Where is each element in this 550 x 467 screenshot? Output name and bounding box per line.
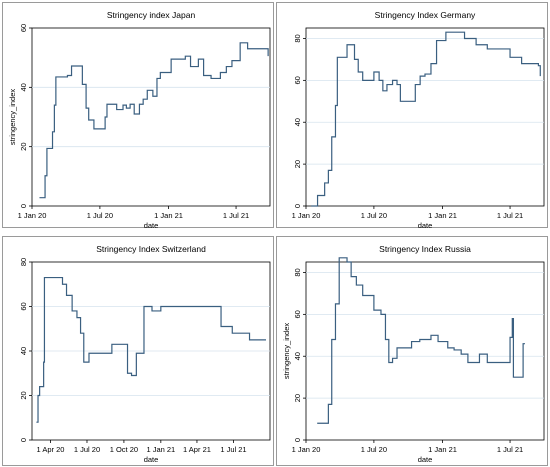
y-tick-label: 0: [293, 204, 302, 208]
chart-panel-4: Stringency Index Russia 0 20 40 60 80 1 Jan 20…: [276, 236, 548, 466]
y-axis-label: stringency_index: [8, 89, 17, 146]
y-tick-label: 20: [19, 391, 28, 399]
y-tick-label: 60: [19, 302, 28, 310]
plot-area: [305, 27, 545, 207]
x-tick-label: 1 Jul 21: [497, 445, 523, 454]
x-tick-label: 1 Jul 20: [74, 445, 100, 454]
y-tick-label: 0: [19, 438, 28, 442]
x-axis-label: date: [418, 455, 433, 464]
x-tick-label: 1 Jan 20: [292, 445, 321, 454]
x-tick-label: 1 Apr 20: [36, 445, 64, 454]
series-line-1: [39, 42, 269, 199]
x-tick-label: 1 Jan 21: [428, 211, 457, 220]
y-tick-label: 60: [19, 24, 28, 32]
x-tick-label: 1 Jul 21: [497, 211, 523, 220]
x-tick-label: 1 Jul 20: [361, 211, 387, 220]
x-tick-label: 1 Jul 21: [223, 211, 249, 220]
y-tick-label: 40: [19, 83, 28, 91]
chart-title: Stringency Index Switzerland: [96, 244, 206, 254]
x-tick-label: 1 Jul 21: [220, 445, 246, 454]
plot-area: [31, 27, 271, 207]
chart-title: Stringency index Japan: [107, 10, 196, 20]
x-tick-label: 1 Jan 20: [18, 211, 47, 220]
y-tick-label: 0: [19, 204, 28, 208]
plot-area: [305, 261, 545, 441]
x-tick-label: 1 Jul 20: [87, 211, 113, 220]
x-axis-label: date: [144, 221, 159, 228]
y-tick-label: 60: [293, 76, 302, 84]
x-tick-label: 1 Oct 20: [110, 445, 138, 454]
chart-panel-2: Stringency Index Germany 0 20 40 60 80 1 Jan 2…: [276, 2, 548, 228]
y-tick-label: 80: [293, 268, 302, 276]
y-tick-label: 0: [293, 438, 302, 442]
y-tick-label: 40: [19, 347, 28, 355]
chart-panel-3: Stringency Index Switzerland 0 20 40 60 80 1 A…: [2, 236, 274, 466]
y-tick-label: 40: [293, 352, 302, 360]
series-line-1: [317, 257, 525, 424]
x-tick-label: 1 Jan 21: [154, 211, 183, 220]
y-tick-label: 60: [293, 310, 302, 318]
y-tick-label: 20: [293, 160, 302, 168]
x-tick-label: 1 Jan 21: [428, 445, 457, 454]
y-tick-label: 20: [293, 394, 302, 402]
y-tick-label: 80: [19, 258, 28, 266]
series-line-1: [36, 276, 266, 423]
chart-panel-1: Stringency index Japan 0 20 40 60 1 Jan 20 1 J…: [2, 2, 274, 228]
series-line-1: [311, 31, 541, 207]
x-tick-label: 1 Jul 20: [361, 445, 387, 454]
x-axis-label: date: [418, 221, 433, 228]
x-axis-label: date: [144, 455, 159, 464]
chart-title: Stringency Index Germany: [375, 10, 476, 20]
y-axis-label: stringency_index: [282, 323, 291, 380]
chart-title: Stringency Index Russia: [379, 244, 471, 254]
x-tick-label: 1 Jan 20: [292, 211, 321, 220]
y-tick-label: 40: [293, 118, 302, 126]
x-tick-label: 1 Apr 21: [183, 445, 211, 454]
x-tick-label: 1 Jan 21: [146, 445, 175, 454]
y-tick-label: 80: [293, 34, 302, 42]
y-tick-label: 20: [19, 142, 28, 150]
